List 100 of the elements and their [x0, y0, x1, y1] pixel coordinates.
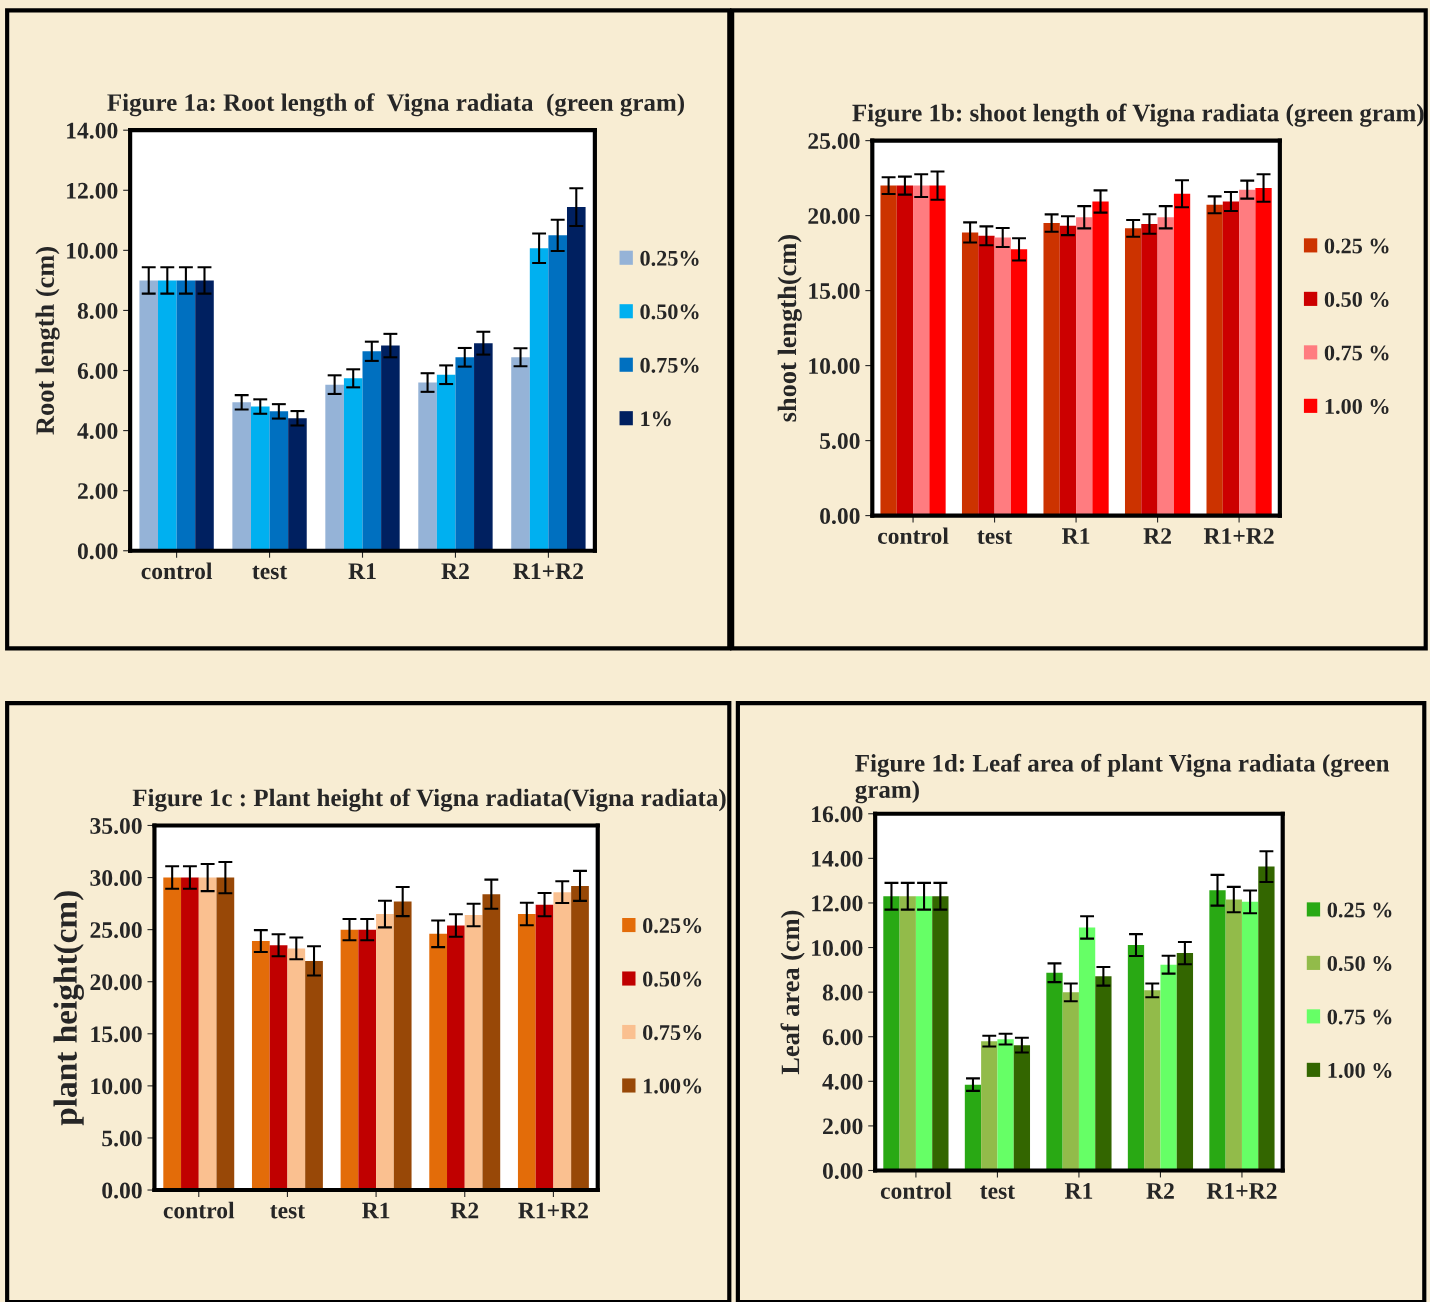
x-tick-label: control: [878, 527, 949, 545]
bar: [1124, 228, 1142, 516]
y-tick-label: 5.00: [820, 433, 860, 450]
bar: [1059, 225, 1077, 516]
y-tick-label: 4.00: [77, 423, 118, 440]
bar: [1043, 223, 1060, 516]
y-tick-label: 0.00: [820, 508, 860, 525]
legend-label: 1%: [641, 411, 671, 427]
bar: [535, 904, 554, 1191]
bar: [163, 877, 182, 1191]
y-tick-label: 25.00: [808, 133, 860, 150]
bar: [1222, 201, 1240, 516]
bar: [362, 351, 382, 551]
y-tick-label: 5.00: [102, 1130, 142, 1147]
bar: [447, 925, 465, 1191]
bar: [381, 345, 400, 551]
legend-label: 0.75 %: [1327, 1009, 1392, 1025]
bar: [1176, 953, 1194, 1171]
bar: [376, 914, 394, 1191]
y-tick-label: 0.00: [822, 1162, 863, 1180]
y-tick-label: 10.00: [812, 940, 863, 957]
y-tick-label: 10.00: [67, 242, 118, 259]
x-tick-label: R1+R2: [1206, 1183, 1277, 1199]
y-tick-label: 15.00: [91, 1026, 142, 1043]
y-tick-label: 8.00: [77, 302, 118, 319]
chart-title: Figure 1a: Root length of Vigna radiata (green gram): [107, 93, 684, 117]
y-tick-label: 2.00: [823, 1118, 863, 1135]
legend-label: 1.00 %: [1325, 398, 1389, 414]
y-tick-label: 6.00: [822, 1029, 863, 1046]
bar: [436, 374, 456, 551]
bar: [1209, 890, 1226, 1171]
bar: [305, 960, 323, 1191]
y-axis-title: shoot length(cm): [777, 235, 802, 422]
x-tick-label: R1+R2: [1203, 528, 1274, 544]
x-tick-label: test: [270, 1204, 306, 1219]
bar: [482, 894, 501, 1191]
bar: [964, 1084, 982, 1171]
bar: [198, 877, 217, 1191]
y-tick-label: 20.00: [90, 974, 142, 991]
bar: [1157, 217, 1174, 516]
x-tick-label: test: [252, 565, 288, 580]
bar: [1046, 972, 1063, 1171]
y-tick-label: 10.00: [809, 358, 860, 375]
bar: [343, 378, 363, 551]
y-axis-title: Root length (cm): [35, 247, 60, 435]
bar: [216, 877, 235, 1191]
chart-title: Figure 1c : Plant height of Vigna radiata(Vigna radiata): [132, 788, 726, 812]
bar: [883, 896, 900, 1171]
x-tick-label: test: [977, 530, 1013, 545]
y-tick-label: 6.00: [77, 363, 118, 380]
bar: [195, 280, 214, 551]
x-tick-label: R2: [450, 1202, 479, 1219]
bar: [288, 418, 307, 551]
y-tick-label: 25.00: [90, 922, 142, 939]
x-tick-label: R1: [348, 563, 376, 579]
bar: [1078, 927, 1096, 1171]
x-tick-label: test: [980, 1185, 1016, 1199]
bar: [250, 406, 270, 551]
bar: [269, 411, 289, 551]
x-tick-label: R2: [1146, 1183, 1174, 1199]
bar: [1258, 866, 1275, 1171]
bar: [997, 1039, 1014, 1171]
bar: [1173, 193, 1191, 516]
y-tick-label: 35.00: [90, 817, 142, 834]
y-tick-label: 30.00: [90, 870, 142, 887]
x-tick-label: control: [141, 562, 213, 580]
bar: [1076, 217, 1093, 516]
legend-label: 0.50 %: [1324, 291, 1389, 308]
y-tick-label: 20.00: [808, 208, 860, 225]
bar: [1239, 189, 1256, 516]
bar: [269, 945, 288, 1191]
x-tick-label: R2: [441, 563, 469, 579]
y-axis-title: Leaf area (cm): [780, 910, 805, 1075]
bar: [1141, 224, 1158, 516]
bar: [176, 280, 196, 551]
bar: [1013, 1045, 1031, 1171]
bar: [571, 885, 589, 1191]
legend-label: 0.50 %: [1327, 955, 1392, 972]
y-tick-label: 12.00: [67, 182, 118, 199]
y-tick-label: 15.00: [809, 283, 860, 300]
bar: [1144, 990, 1161, 1171]
bar: [139, 280, 159, 551]
x-tick-label: R1+R2: [518, 1202, 588, 1219]
chart-title: Figure 1d: Leaf area of plant Vigna radiata (green gram): [855, 753, 1390, 804]
bar: [529, 248, 549, 551]
bar: [548, 235, 567, 551]
bar: [567, 207, 586, 551]
bar: [553, 892, 572, 1191]
x-tick-label: R1: [1062, 528, 1090, 544]
y-tick-label: 16.00: [812, 806, 863, 823]
bar: [251, 941, 270, 1191]
bar: [393, 901, 412, 1191]
bar: [896, 185, 914, 516]
bar: [1225, 899, 1242, 1171]
bar: [1095, 976, 1112, 1171]
legend-label: 0.25 %: [1324, 238, 1389, 254]
bar: [978, 235, 995, 516]
x-tick-label: control: [163, 1201, 235, 1219]
bar: [474, 343, 493, 551]
bar: [340, 929, 359, 1191]
